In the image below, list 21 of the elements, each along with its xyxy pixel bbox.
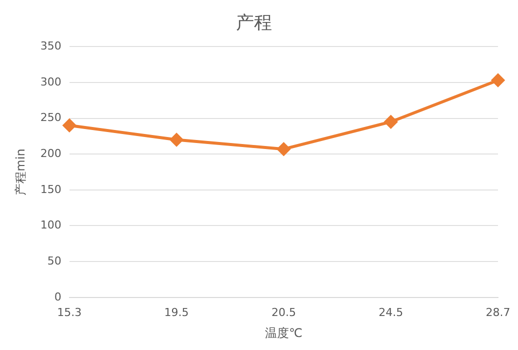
point bbox=[62, 118, 76, 132]
x-tick-label: 19.5 bbox=[164, 306, 189, 319]
x-tick-label: 28.7 bbox=[486, 306, 510, 319]
y-tick-label: 0 bbox=[54, 290, 62, 304]
point bbox=[384, 115, 398, 128]
point bbox=[492, 74, 504, 87]
x-tick-label: 15.3 bbox=[57, 306, 82, 319]
chart-title: 产程 bbox=[236, 12, 272, 34]
x-tick-label: 20.5 bbox=[271, 306, 296, 319]
y-tick-label: 150 bbox=[40, 182, 62, 196]
y-tick-label: 250 bbox=[40, 111, 62, 124]
x-tick-label: 24.5 bbox=[378, 306, 404, 319]
point bbox=[170, 133, 184, 146]
x-axis-title: 温度℃ bbox=[264, 326, 302, 340]
y-axis-title: 产程min bbox=[13, 148, 28, 196]
point bbox=[277, 142, 290, 156]
y-tick-label: 350 bbox=[40, 39, 62, 52]
y-tick-label: 300 bbox=[40, 75, 62, 88]
y-tick-label: 100 bbox=[40, 218, 62, 232]
y-tick-label: 50 bbox=[47, 254, 62, 268]
y-tick-label: 200 bbox=[40, 146, 62, 160]
